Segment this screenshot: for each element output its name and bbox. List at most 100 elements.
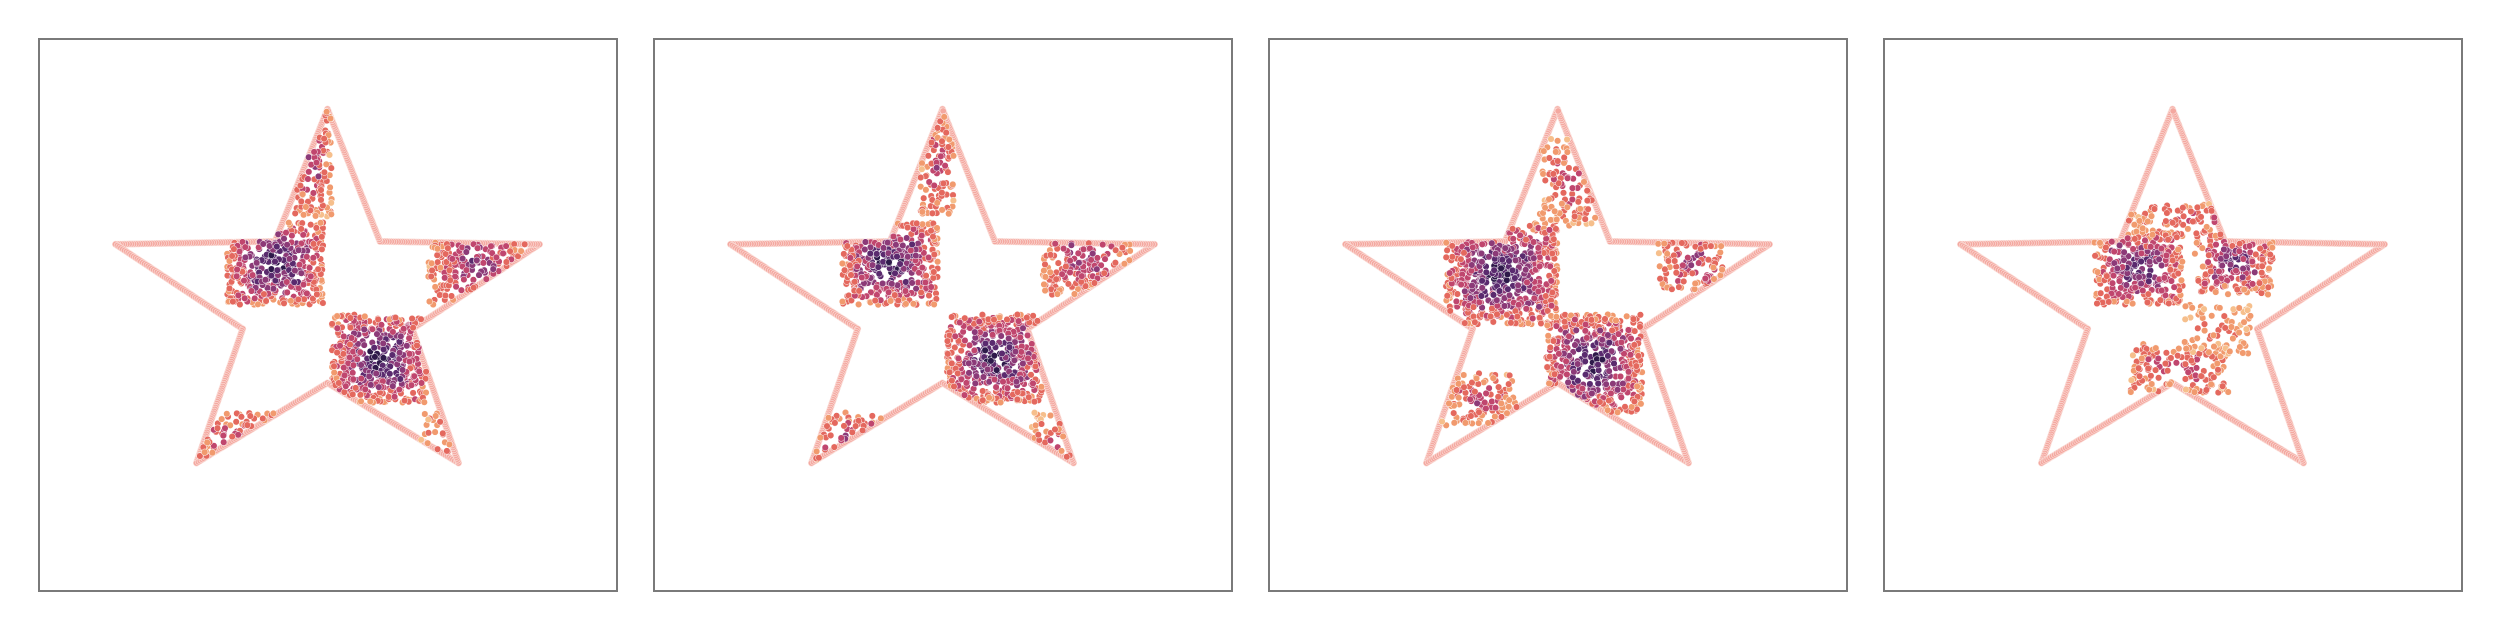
data-point [259, 240, 267, 248]
data-point [1101, 255, 1109, 263]
data-point [368, 325, 376, 333]
data-point [1453, 290, 1461, 298]
data-point [385, 393, 393, 401]
data-point [922, 272, 930, 280]
data-point [288, 232, 296, 240]
data-point [918, 264, 926, 272]
data-point [327, 164, 335, 172]
data-point [1041, 273, 1050, 281]
data-point [234, 431, 242, 439]
data-point [908, 279, 916, 287]
data-point [934, 258, 942, 266]
data-point [841, 266, 849, 274]
data-point [360, 341, 368, 349]
data-point [241, 253, 249, 261]
data-point [930, 268, 938, 276]
data-point [375, 383, 383, 391]
data-point [310, 148, 318, 156]
data-point [925, 178, 933, 186]
data-point [218, 415, 226, 423]
data-point [979, 396, 987, 404]
data-point [979, 373, 988, 381]
data-point [448, 255, 456, 263]
data-point [317, 186, 325, 194]
data-point [907, 246, 915, 254]
data-point [930, 250, 938, 259]
data-point [918, 159, 926, 167]
data-point [896, 235, 904, 244]
data-point [868, 412, 876, 420]
data-point [213, 424, 222, 432]
data-point [824, 414, 833, 422]
data-point [1093, 254, 1101, 262]
data-point [240, 277, 248, 285]
data-point [1011, 348, 1020, 356]
data-point [283, 241, 291, 249]
data-point [336, 342, 344, 350]
data-point [340, 364, 348, 372]
data-point [956, 318, 964, 327]
data-point [327, 210, 335, 218]
data-point [861, 245, 869, 254]
data-point [1051, 240, 1059, 248]
data-point [422, 389, 430, 397]
data-point [318, 233, 326, 241]
data-point [517, 247, 525, 255]
data-point [290, 278, 298, 286]
data-point [1032, 421, 1040, 429]
data-point [957, 375, 965, 383]
data-point [233, 265, 241, 274]
data-point [232, 418, 240, 426]
data-point [309, 254, 317, 262]
data-point [1070, 290, 1079, 298]
data-point [944, 350, 952, 358]
data-point [971, 379, 979, 387]
data-point [867, 288, 875, 296]
data-point [502, 258, 510, 266]
data-point [1468, 282, 1476, 290]
data-point [936, 117, 944, 125]
data-point [894, 296, 902, 304]
data-point [1526, 222, 1534, 230]
data-point [370, 344, 378, 352]
data-point [851, 278, 859, 286]
data-point [877, 414, 885, 422]
data-point [296, 261, 304, 269]
data-point [925, 291, 933, 300]
data-point [230, 245, 238, 253]
data-point [320, 135, 328, 143]
data-point [249, 271, 257, 279]
data-point [487, 242, 495, 250]
data-point [295, 246, 303, 254]
data-point [1058, 270, 1066, 278]
data-point [925, 253, 933, 262]
data-point [948, 377, 956, 385]
data-point [241, 243, 249, 251]
data-point [891, 269, 899, 277]
chart-panel-3 [1268, 38, 1848, 592]
data-point [920, 194, 928, 202]
data-point [223, 410, 231, 418]
data-point [259, 414, 267, 423]
data-point [313, 290, 321, 298]
data-point [1013, 395, 1021, 404]
data-point [445, 266, 453, 274]
data-point [867, 420, 875, 428]
data-point [917, 183, 925, 191]
data-point [285, 255, 294, 263]
data-point [999, 378, 1007, 386]
data-point [899, 241, 907, 250]
data-point [340, 332, 348, 340]
data-point [1530, 238, 1538, 246]
sample-points [1438, 135, 1726, 429]
data-point [371, 353, 379, 361]
data-point [978, 311, 986, 319]
data-point [861, 238, 869, 246]
data-point [972, 372, 980, 380]
data-point [880, 244, 888, 252]
data-point [1025, 393, 1033, 401]
data-point [326, 183, 334, 191]
data-point [992, 383, 1000, 391]
data-point [349, 375, 357, 383]
data-point [848, 428, 856, 436]
